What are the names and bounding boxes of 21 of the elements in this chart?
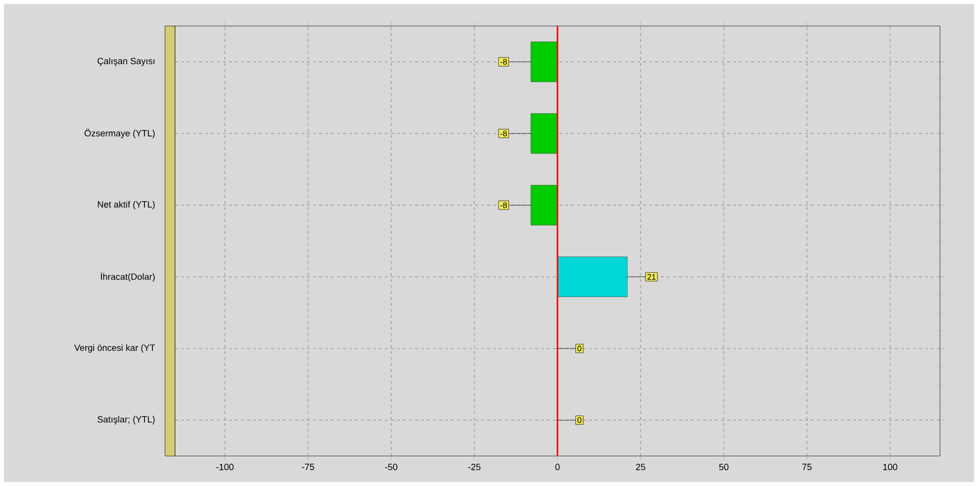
x-tick-label: -75 (302, 464, 314, 470)
y-tick-label: Net aktif (YTL) (98, 200, 155, 210)
y-tick-label: İhracat(Dolar) (101, 272, 155, 282)
x-tick-label: -50 (385, 464, 398, 470)
data-label: -8 (500, 58, 507, 65)
x-tick-label: -100 (216, 464, 234, 470)
y-tick-label: Özsermaye (YTL) (84, 128, 155, 138)
x-tick-label: 25 (636, 464, 646, 470)
data-label: 21 (647, 274, 656, 280)
x-tick-label: 50 (719, 464, 728, 470)
y-tick-label: Çalışan Sayısı (98, 58, 154, 66)
x-tick-label: 75 (802, 464, 812, 470)
data-label: 0 (578, 346, 582, 352)
data-label: -8 (500, 202, 507, 208)
y-tick-label: Satışlar; (YTL) (98, 416, 155, 424)
data-label: 0 (578, 417, 582, 423)
x-tick-label: 100 (883, 464, 898, 470)
x-tick-label: -25 (468, 464, 480, 470)
x-tick-label: 0 (555, 464, 560, 470)
y-tick-label: Vergi öncesi kar (YT (74, 344, 155, 353)
data-label: -8 (500, 130, 507, 136)
